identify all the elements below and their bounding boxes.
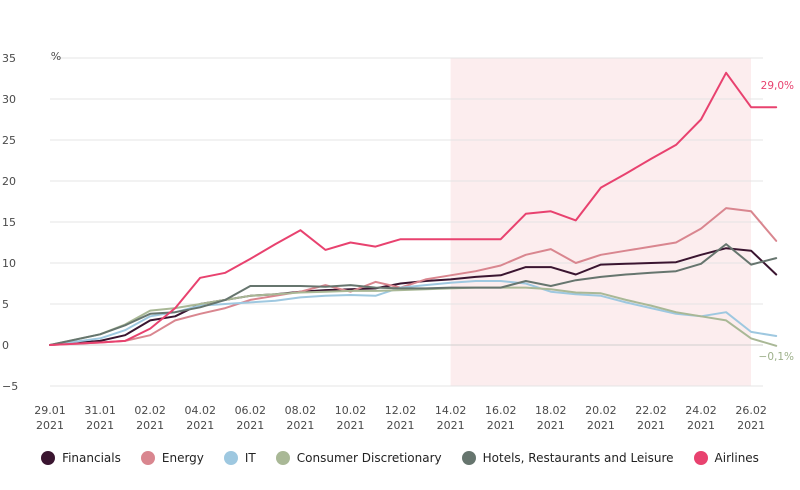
- series-line-it: [49, 280, 778, 346]
- x-tick-year: 2021: [136, 419, 164, 432]
- y-axis: 35 30 25 20 15 10 5 0 −5: [2, 52, 18, 393]
- end-value-label: 29,0%: [761, 80, 794, 92]
- legend-label: Airlines: [714, 451, 759, 465]
- y-tick-label: 35: [2, 52, 16, 65]
- end-labels: 29,0% −0,1%: [759, 80, 795, 363]
- legend-item: IT: [223, 451, 256, 465]
- x-axis: 29.01 2021 31.01 2021 02.02 2021 04.02 2021 06.0…: [34, 404, 767, 432]
- x-tick-label: 29.01: [34, 404, 66, 417]
- y-tick-label: 30: [2, 93, 16, 106]
- x-tick-label: 04.02: [184, 404, 216, 417]
- x-tick-year: 2021: [336, 419, 364, 432]
- legend-label: Energy: [161, 451, 204, 465]
- end-value-label: −0,1%: [759, 351, 794, 363]
- x-tick-year: 2021: [487, 419, 515, 432]
- x-tick-label: 20.02: [585, 404, 617, 417]
- x-tick-label: 18.02: [535, 404, 567, 417]
- x-tick-label: 31.01: [84, 404, 116, 417]
- x-tick-label: 24.02: [685, 404, 717, 417]
- y-unit-label: %: [51, 50, 61, 63]
- legend-swatch: [41, 451, 56, 465]
- y-tick-label: −5: [2, 380, 18, 393]
- x-tick-label: 26.02: [735, 404, 767, 417]
- x-tick-year: 2021: [537, 419, 565, 432]
- legend-label: Financials: [62, 451, 121, 465]
- x-tick-year: 2021: [236, 419, 264, 432]
- y-tick-label: 0: [2, 339, 9, 352]
- x-tick-label: 10.02: [335, 404, 367, 417]
- x-tick-year: 2021: [186, 419, 214, 432]
- y-tick-label: 25: [2, 134, 16, 147]
- y-tick-label: 5: [2, 298, 9, 311]
- legend-swatch: [223, 451, 238, 465]
- legend-item: Consumer Discretionary: [275, 451, 442, 465]
- y-tick-label: 20: [2, 175, 16, 188]
- legend-label: IT: [244, 451, 256, 465]
- x-tick-label: 02.02: [134, 404, 166, 417]
- y-tick-label: 15: [2, 216, 16, 229]
- legend-item: Airlines: [693, 451, 759, 465]
- series-line-hotels-restaurants-and-leisure: [49, 243, 778, 346]
- x-tick-year: 2021: [86, 419, 114, 432]
- legend: Financials Energy IT Consumer Discretion…: [0, 446, 800, 470]
- series-lines: [49, 71, 778, 347]
- x-tick-year: 2021: [637, 419, 665, 432]
- legend-swatch: [461, 451, 476, 465]
- x-tick-label: 16.02: [485, 404, 517, 417]
- x-tick-label: 22.02: [635, 404, 667, 417]
- x-tick-year: 2021: [286, 419, 314, 432]
- series-line-energy: [49, 207, 778, 346]
- x-tick-label: 06.02: [235, 404, 267, 417]
- x-tick-label: 08.02: [285, 404, 317, 417]
- series-line-airlines: [49, 71, 778, 346]
- legend-swatch: [275, 451, 290, 465]
- x-tick-year: 2021: [387, 419, 415, 432]
- legend-item: Hotels, Restaurants and Leisure: [461, 451, 674, 465]
- x-tick-year: 2021: [737, 419, 765, 432]
- legend-swatch: [140, 451, 155, 465]
- x-tick-year: 2021: [587, 419, 615, 432]
- legend-item: Energy: [140, 451, 204, 465]
- x-tick-year: 2021: [687, 419, 715, 432]
- x-tick-label: 12.02: [385, 404, 417, 417]
- x-tick-year: 2021: [437, 419, 465, 432]
- x-tick-year: 2021: [36, 419, 64, 432]
- legend-swatch: [693, 451, 708, 465]
- legend-item: Financials: [41, 451, 121, 465]
- x-tick-label: 14.02: [435, 404, 467, 417]
- legend-label: Consumer Discretionary: [296, 451, 442, 465]
- legend-label: Hotels, Restaurants and Leisure: [482, 451, 674, 465]
- line-chart: 35 30 25 20 15 10 5 0 −5 % 29.01 2021 31.01 2021 02.…: [2, 50, 795, 432]
- y-tick-label: 10: [2, 257, 16, 270]
